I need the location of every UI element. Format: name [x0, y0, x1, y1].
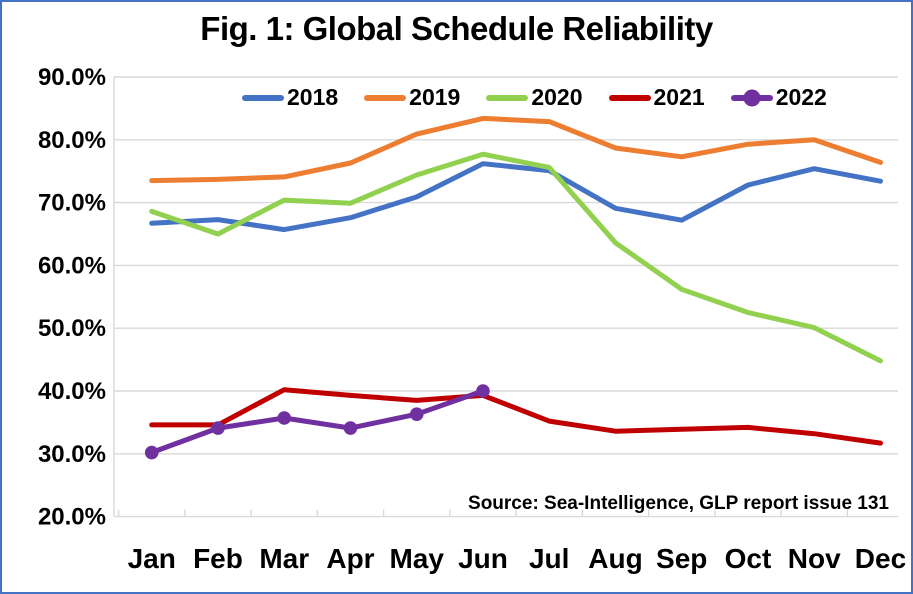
legend-item-2021: 2021 [608, 84, 705, 111]
y-tick-label: 70.0% [38, 190, 106, 217]
x-tick-label: Mar [259, 543, 309, 574]
legend-swatch-2021 [608, 94, 651, 101]
x-tick-label: Nov [788, 543, 841, 574]
source-note: Source: Sea-Intelligence, GLP report iss… [468, 493, 889, 514]
legend-swatch-2022 [730, 89, 773, 106]
y-tick-label: 90.0% [38, 64, 106, 91]
y-tick-label: 80.0% [38, 127, 106, 154]
legend-label-2020: 2020 [531, 84, 583, 110]
y-tick-label: 30.0% [38, 441, 106, 468]
x-tick-label: May [389, 543, 444, 574]
legend-item-2019: 2019 [364, 84, 460, 111]
series-line-2022 [149, 388, 486, 455]
series-marker-2022 [144, 445, 159, 460]
series-marker-2022 [343, 421, 358, 435]
legend-item-2020: 2020 [486, 84, 583, 111]
legend-label-2018: 2018 [287, 84, 339, 110]
legend-swatch-2020 [486, 94, 529, 101]
chart-legend: 2018 2019 2020 2021 2022 [242, 84, 827, 111]
chart-title: Fig. 1: Global Schedule Reliability [200, 10, 713, 47]
x-tick-label: Jan [128, 543, 176, 574]
series-line-2020 [149, 151, 883, 364]
legend-swatch-2019 [364, 94, 407, 101]
legend-item-2018: 2018 [242, 84, 338, 111]
series-marker-2022 [409, 407, 424, 422]
series-marker-2022 [277, 411, 292, 425]
x-tick-label: Jul [529, 543, 569, 574]
series-marker-2022 [211, 421, 225, 435]
legend-marker-icon [743, 89, 761, 106]
series-marker-2022 [476, 384, 490, 398]
series-line-2021 [149, 387, 883, 446]
series-line-2018 [149, 161, 883, 233]
y-tick-label: 40.0% [38, 378, 106, 405]
legend-label-2019: 2019 [409, 84, 461, 110]
x-tick-label: Feb [193, 543, 243, 574]
legend-label-2022: 2022 [775, 84, 827, 110]
legend-swatch-2018 [242, 94, 284, 101]
x-tick-label: Aug [588, 543, 642, 574]
y-tick-label: 20.0% [38, 504, 106, 531]
x-tick-label: Apr [326, 543, 374, 574]
x-tick-label: Sep [656, 543, 707, 574]
y-tick-label: 60.0% [38, 252, 106, 279]
legend-item-2022: 2022 [730, 84, 827, 111]
legend-label-2021: 2021 [653, 84, 705, 110]
x-tick-label: Jun [458, 543, 508, 574]
x-tick-label: Dec [855, 543, 906, 574]
y-tick-label: 50.0% [38, 315, 106, 342]
series-line-2019 [149, 115, 883, 184]
x-tick-label: Oct [725, 543, 772, 574]
